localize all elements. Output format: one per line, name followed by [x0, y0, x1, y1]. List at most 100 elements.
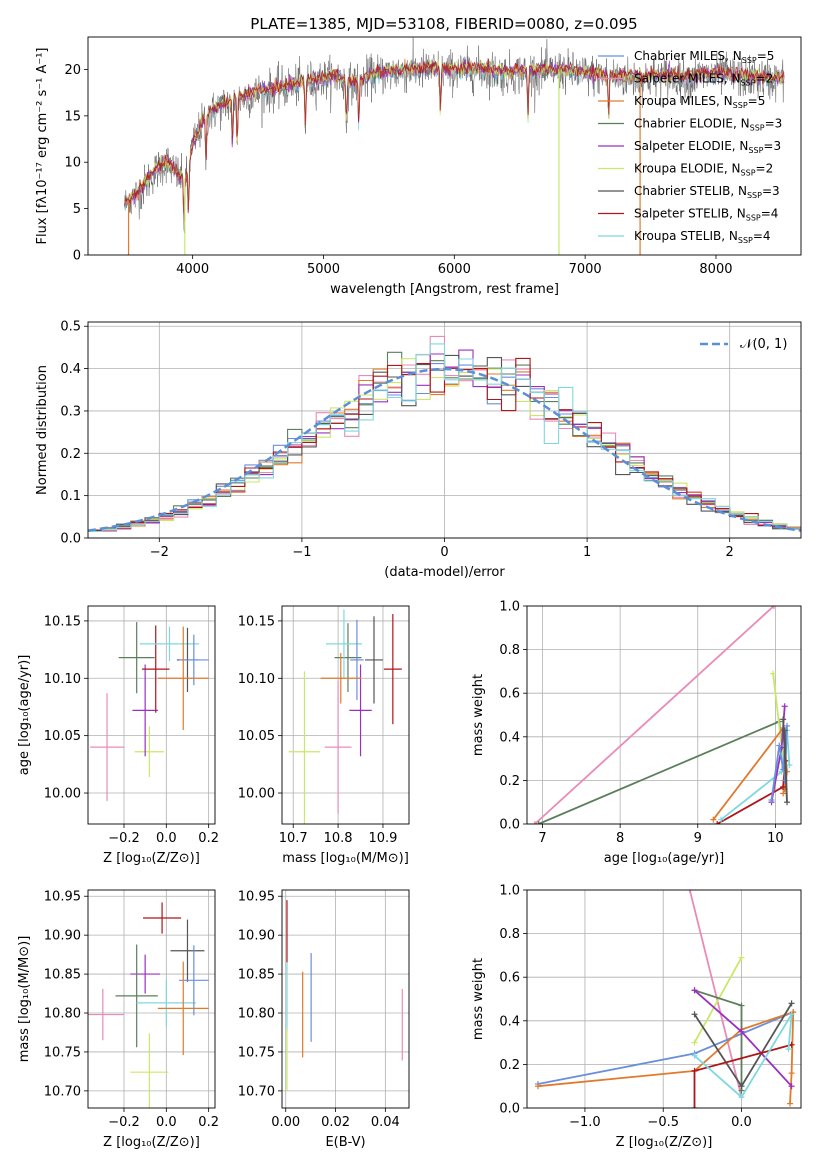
y-tick-label: 10.75 [238, 1045, 275, 1060]
y-tick-label: 0.2 [60, 447, 81, 462]
legend-label: Kroupa MILES, NSSP=5 [634, 94, 765, 110]
legend-label: Kroupa STELIB, NSSP=4 [634, 229, 771, 245]
y-axis-label: age [log₁₀(age/yr)] [17, 655, 32, 776]
x-axis-label: Z [log₁₀(Z/Z⊙)] [103, 851, 200, 866]
age-vs-metallicity-panel: −0.2 0.0 0.2 10.00 10.05 10.10 10.15 Z [log₁₀(Z… [17, 605, 219, 866]
age-vs-mass-panel: 10.7 10.8 10.9 10.00 10.05 10.10 10.15 mass [lo… [238, 605, 410, 866]
weight-marker [780, 790, 787, 797]
grid [282, 890, 409, 1108]
errorbar-kroupa_stelib [325, 609, 362, 679]
weight-marker [784, 799, 791, 806]
legend-label: 𝒩(0, 1) [740, 337, 787, 352]
x-tick-label: 0.0 [156, 1115, 177, 1130]
y-tick-label: 0.0 [60, 532, 81, 547]
axes-frame [526, 889, 802, 1109]
y-tick-label: 1.0 [499, 600, 520, 615]
x-tick-label: 8000 [699, 262, 732, 277]
y-tick-label: 10.85 [44, 968, 81, 983]
weight-marker [780, 716, 787, 723]
x-tick-label: −0.5 [647, 1115, 679, 1130]
weight-marker [788, 1070, 795, 1077]
x-axis-label: mass [log₁₀(M/M⊙)] [282, 851, 409, 866]
plot-area [88, 335, 801, 533]
y-tick-label: 0 [73, 249, 81, 264]
normal-curve [88, 367, 801, 532]
errorbar-chabrier_miles [179, 634, 209, 686]
axes-frame [281, 605, 410, 825]
y-tick-label: 10.90 [44, 929, 81, 944]
residuals-panel: −2 −1 0 1 2 0.0 0.1 0.2 0.3 0.4 0.5 (data-model)/er… [35, 320, 802, 580]
weight-line-salpeter_miles [534, 606, 775, 824]
x-tick-label: 0.02 [321, 1115, 350, 1130]
errorbar-kroupa_stelib [139, 626, 200, 662]
y-tick-label: 10.00 [44, 787, 81, 802]
errorbar-salpeter_elodie [349, 664, 372, 757]
weight-line-kroupa_elodie [693, 957, 743, 1044]
axes-frame [87, 889, 216, 1109]
y-tick-label: 5 [73, 202, 81, 217]
y-tick-label: 0.4 [499, 1014, 520, 1029]
x-tick-label: −0.2 [108, 831, 140, 846]
errorbar-salpeter_stelib [141, 625, 170, 713]
errorbar-kroupa_miles [157, 961, 209, 1056]
y-tick-label: 15 [64, 109, 81, 124]
weight-marker [691, 1052, 698, 1059]
y-tick-label: 20 [64, 63, 81, 78]
x-tick-label: 0.00 [271, 1115, 300, 1130]
x-tick-label: 6000 [438, 262, 471, 277]
legend-label: Chabrier ELODIE, NSSP=3 [634, 117, 782, 133]
errorbar-kroupa_stelib [136, 979, 196, 1027]
y-tick-label: 10.10 [44, 672, 81, 687]
weight-marker [738, 1083, 745, 1090]
x-axis-label: Z [log₁₀(Z/Z⊙)] [616, 1135, 713, 1150]
weight-marker [718, 816, 725, 823]
weight-marker [787, 1100, 794, 1107]
axes-frame [87, 36, 802, 256]
weight-marker [714, 821, 721, 824]
legend-label: Chabrier STELIB, NSSP=3 [634, 184, 780, 200]
y-tick-label: 0.5 [60, 320, 81, 335]
y-axis-label: Flux [fλ10⁻¹⁷ erg cm⁻² s⁻¹ A⁻¹] [35, 48, 50, 245]
legend-label: Salpeter STELIB, NSSP=4 [634, 207, 778, 223]
weight-marker [691, 1039, 698, 1046]
x-tick-label: −1 [292, 545, 311, 560]
weight-marker [531, 821, 538, 824]
weight-vs-metallicity-panel: −1.0 −0.5 0.0 0.0 0.2 0.4 0.6 0.8 1.0 Z [log₁₀(Z/… [471, 884, 802, 1150]
errorbar-chabrier_stelib [365, 616, 383, 704]
y-tick-label: 0.2 [499, 1058, 520, 1073]
x-axis-label: wavelength [Angstrom, rest frame] [330, 282, 559, 297]
plot-area [90, 622, 209, 802]
legend-label: Kroupa ELODIE, NSSP=2 [634, 162, 773, 178]
weight-line-salpeter_miles [688, 890, 743, 1098]
weight-marker [785, 1046, 792, 1053]
errorbar-kroupa_miles [320, 653, 361, 704]
y-tick-label: 0.8 [499, 927, 520, 942]
x-tick-label: 2 [726, 545, 734, 560]
weight-marker [786, 762, 793, 769]
plot-area [534, 890, 797, 1108]
x-tick-label: 0.2 [198, 831, 219, 846]
y-tick-label: 1.0 [499, 884, 520, 899]
y-tick-label: 10.80 [238, 1007, 275, 1022]
errorbar-salpeter_miles [90, 693, 124, 802]
x-tick-label: 7000 [569, 262, 602, 277]
errorbar-chabrier_miles [350, 619, 364, 701]
x-tick-label: 4000 [176, 262, 209, 277]
weight-marker [738, 954, 745, 961]
errorbar-salpeter_stelib [143, 902, 182, 934]
y-tick-label: 0.4 [499, 730, 520, 745]
y-tick-label: 10.10 [238, 672, 275, 687]
weight-marker [788, 1000, 795, 1007]
errorbar-salpeter_miles [88, 988, 124, 1041]
y-tick-label: 10.70 [238, 1084, 275, 1099]
x-axis-label: E(B-V) [325, 1135, 365, 1150]
x-tick-label: 0.0 [731, 1115, 752, 1130]
y-tick-label: 0.0 [499, 1102, 520, 1117]
errorbar-chabrier_elodie [115, 944, 158, 1048]
y-tick-label: 10.90 [238, 929, 275, 944]
x-tick-label: 1 [583, 545, 591, 560]
y-tick-label: 10.05 [44, 729, 81, 744]
x-tick-label: 10.8 [324, 831, 353, 846]
weight-line-kroupa_stelib [693, 1013, 793, 1099]
errorbar-salpeter_stelib [383, 614, 402, 725]
